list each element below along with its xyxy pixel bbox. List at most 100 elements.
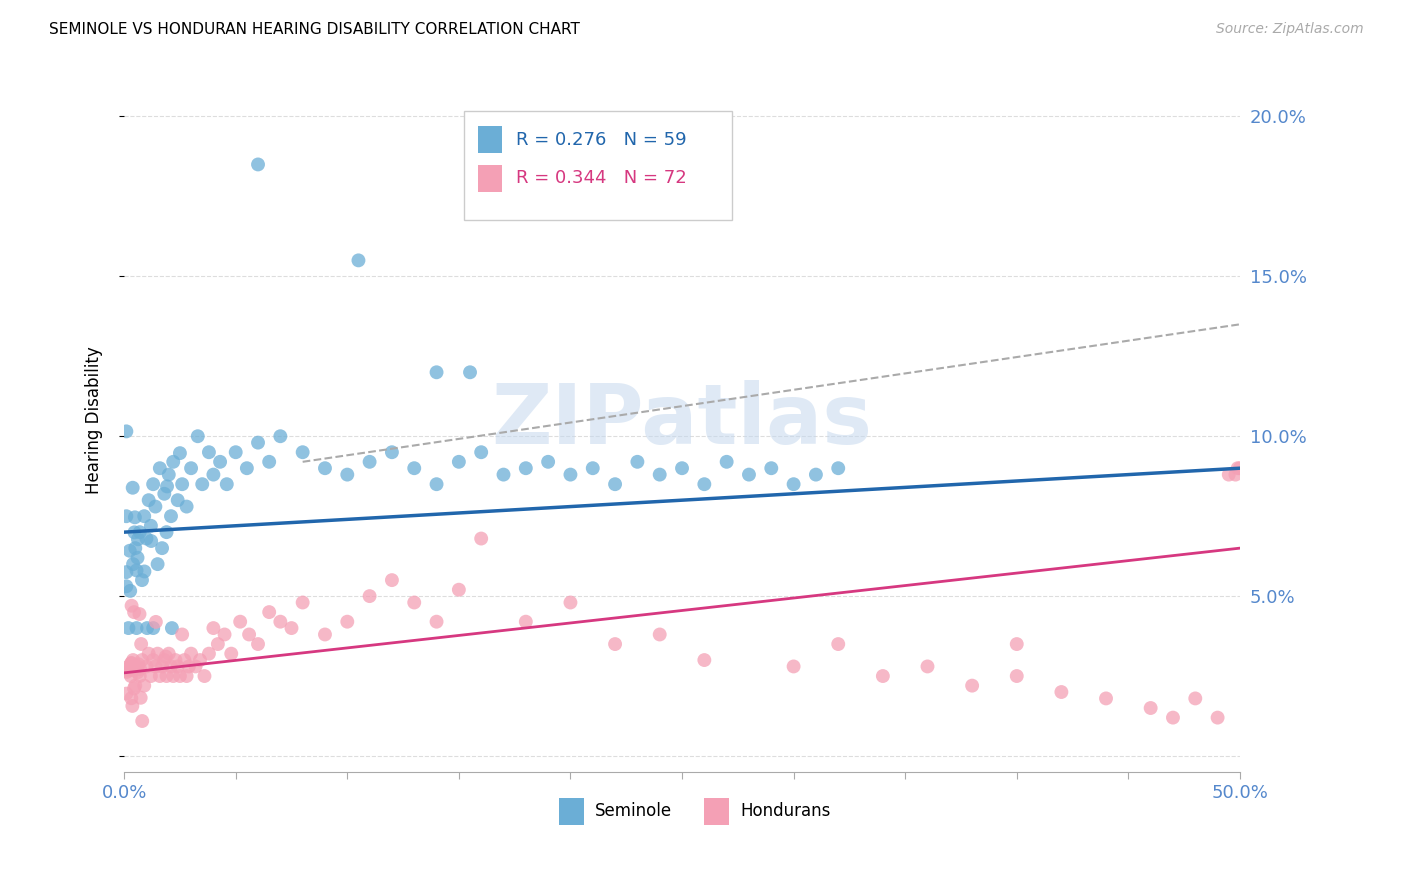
Point xyxy=(738,467,761,482)
Point xyxy=(269,429,291,443)
Point xyxy=(115,579,138,593)
Point xyxy=(603,477,626,491)
Point xyxy=(560,467,582,482)
Point xyxy=(1095,691,1118,706)
Point xyxy=(827,637,849,651)
Point xyxy=(160,509,183,524)
Point xyxy=(124,525,146,540)
Point xyxy=(145,615,167,629)
Point xyxy=(470,445,492,459)
Point xyxy=(138,493,160,508)
Point xyxy=(125,563,148,577)
Point xyxy=(129,662,152,676)
Point xyxy=(128,669,150,683)
Point xyxy=(115,663,138,677)
Point xyxy=(187,429,209,443)
Point xyxy=(782,659,804,673)
Point xyxy=(173,653,195,667)
Point xyxy=(124,541,146,556)
Point xyxy=(142,477,165,491)
Point xyxy=(128,525,150,540)
Point xyxy=(537,455,560,469)
Point xyxy=(626,455,648,469)
Point xyxy=(872,669,894,683)
Point xyxy=(145,659,167,673)
Point xyxy=(1229,461,1251,475)
Point xyxy=(122,605,145,619)
Point xyxy=(153,653,176,667)
Point xyxy=(142,621,165,635)
Point xyxy=(198,647,221,661)
Point xyxy=(115,687,138,701)
Point xyxy=(1218,467,1240,482)
Point xyxy=(127,533,149,547)
Point xyxy=(804,467,827,482)
Point xyxy=(176,500,198,514)
Point xyxy=(827,461,849,475)
Point xyxy=(128,607,150,621)
Point xyxy=(125,621,148,635)
Point xyxy=(458,365,481,379)
Point xyxy=(120,663,142,677)
Point xyxy=(247,435,270,450)
Point xyxy=(146,557,169,571)
Text: Source: ZipAtlas.com: Source: ZipAtlas.com xyxy=(1216,22,1364,37)
Point xyxy=(139,518,162,533)
Point xyxy=(177,659,200,673)
Point xyxy=(238,627,260,641)
Point xyxy=(153,487,176,501)
Point xyxy=(155,669,177,683)
Point xyxy=(136,621,159,635)
Point xyxy=(124,510,146,524)
Point xyxy=(193,669,215,683)
Point xyxy=(121,481,143,495)
Point xyxy=(184,659,207,673)
Point xyxy=(180,647,202,661)
Point xyxy=(425,477,447,491)
Point xyxy=(381,445,404,459)
Point xyxy=(225,445,247,459)
Text: Hondurans: Hondurans xyxy=(740,803,831,821)
Point xyxy=(149,461,172,475)
Text: ZIPatlas: ZIPatlas xyxy=(492,380,873,461)
Point xyxy=(202,467,225,482)
FancyBboxPatch shape xyxy=(478,165,502,192)
Point xyxy=(215,477,238,491)
Point xyxy=(155,649,177,664)
Point xyxy=(162,669,184,683)
Point xyxy=(134,679,156,693)
Point xyxy=(202,621,225,635)
Point xyxy=(515,615,537,629)
Point xyxy=(156,479,179,493)
Point xyxy=(127,657,149,672)
Point xyxy=(155,525,177,540)
Point xyxy=(761,461,783,475)
Point xyxy=(115,665,138,679)
Point xyxy=(169,669,191,683)
Point xyxy=(648,467,671,482)
FancyBboxPatch shape xyxy=(478,126,502,153)
Point xyxy=(135,532,157,546)
Point xyxy=(1139,701,1161,715)
Point xyxy=(145,500,167,514)
Point xyxy=(269,615,291,629)
Point xyxy=(291,595,314,609)
Point xyxy=(135,659,157,673)
FancyBboxPatch shape xyxy=(704,798,728,825)
Point xyxy=(120,691,142,706)
Point xyxy=(122,653,145,667)
Point xyxy=(917,659,939,673)
Point xyxy=(247,637,270,651)
Point xyxy=(117,659,139,673)
Point xyxy=(782,477,804,491)
Point xyxy=(188,653,211,667)
Point xyxy=(120,583,142,598)
Text: SEMINOLE VS HONDURAN HEARING DISABILITY CORRELATION CHART: SEMINOLE VS HONDURAN HEARING DISABILITY … xyxy=(49,22,581,37)
Point xyxy=(127,659,149,673)
Point xyxy=(470,532,492,546)
Point xyxy=(134,565,156,579)
Point xyxy=(603,637,626,651)
Point xyxy=(1005,669,1028,683)
Point xyxy=(122,681,145,696)
Point xyxy=(447,582,470,597)
